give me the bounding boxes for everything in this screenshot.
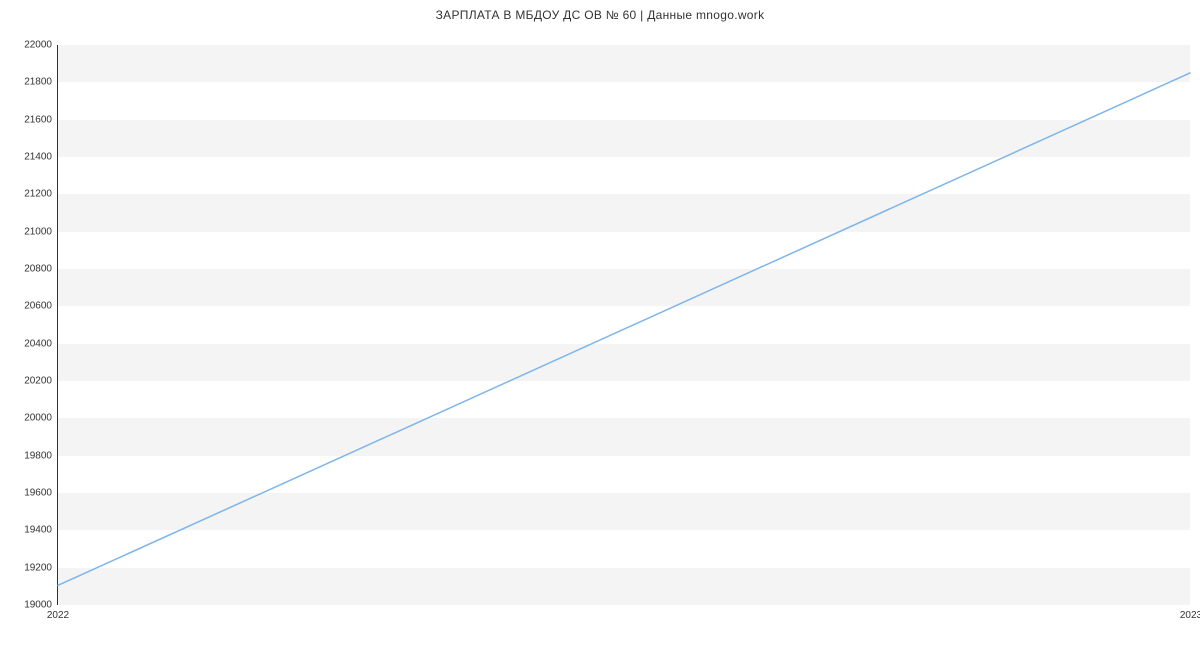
y-tick-label: 20400	[24, 338, 52, 349]
y-tick-label: 19600	[24, 488, 52, 499]
line-series	[58, 45, 1190, 604]
x-tick-label: 2023	[1180, 610, 1200, 621]
y-tick-label: 21800	[24, 77, 52, 88]
y-tick-label: 21000	[24, 226, 52, 237]
y-tick-label: 20600	[24, 301, 52, 312]
y-tick-label: 19200	[24, 562, 52, 573]
y-tick-label: 21200	[24, 189, 52, 200]
y-tick-label: 19800	[24, 450, 52, 461]
y-tick-label: 20800	[24, 264, 52, 275]
y-tick-label: 20200	[24, 376, 52, 387]
y-tick-label: 19400	[24, 525, 52, 536]
plot-area: 1900019200194001960019800200002020020400…	[57, 45, 1190, 605]
chart-title: ЗАРПЛАТА В МБДОУ ДС ОВ № 60 | Данные mno…	[0, 8, 1200, 22]
y-tick-label: 21400	[24, 152, 52, 163]
y-tick-label: 21600	[24, 114, 52, 125]
y-tick-label: 20000	[24, 413, 52, 424]
x-tick-label: 2022	[47, 610, 69, 621]
y-tick-label: 22000	[24, 40, 52, 51]
y-tick-label: 19000	[24, 600, 52, 611]
